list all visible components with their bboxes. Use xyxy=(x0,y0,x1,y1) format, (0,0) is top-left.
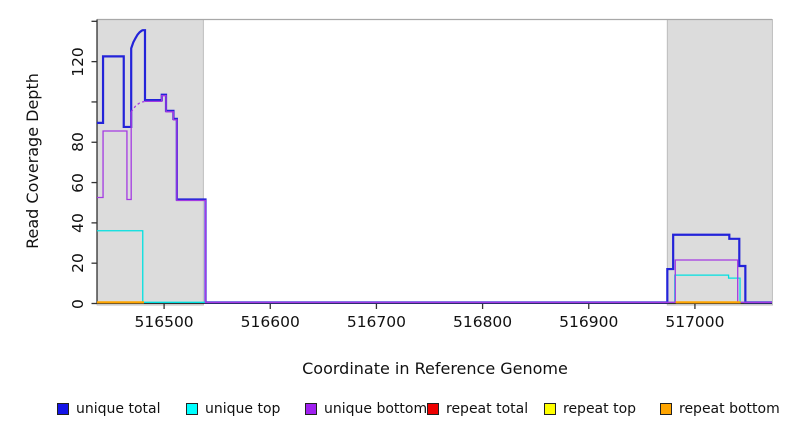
x-tick-label: 516600 xyxy=(240,313,300,331)
series-line-unique-bottom xyxy=(130,100,146,113)
series-line-unique-top xyxy=(97,230,772,303)
x-tick-label: 516700 xyxy=(346,313,406,331)
y-tick-label: 60 xyxy=(69,172,87,193)
x-tick-label: 516800 xyxy=(452,313,513,331)
x-axis-title: Coordinate in Reference Genome xyxy=(302,359,568,378)
repeat-region xyxy=(96,19,204,306)
y-tick-label: 80 xyxy=(69,132,87,153)
y-axis-title: Read Coverage Depth xyxy=(23,73,42,249)
y-tick-label: 20 xyxy=(69,253,87,274)
series-line-unique-bottom xyxy=(144,95,772,303)
y-tick-label: 120 xyxy=(69,46,87,77)
y-tick-label: 40 xyxy=(69,213,87,233)
series-line-unique-bottom xyxy=(97,111,132,201)
x-tick-label: 516900 xyxy=(559,313,619,331)
repeat-region xyxy=(666,19,773,306)
x-tick-label: 517000 xyxy=(665,313,725,331)
y-tick-label: 0 xyxy=(69,298,87,309)
x-tick-label: 516500 xyxy=(134,313,194,331)
